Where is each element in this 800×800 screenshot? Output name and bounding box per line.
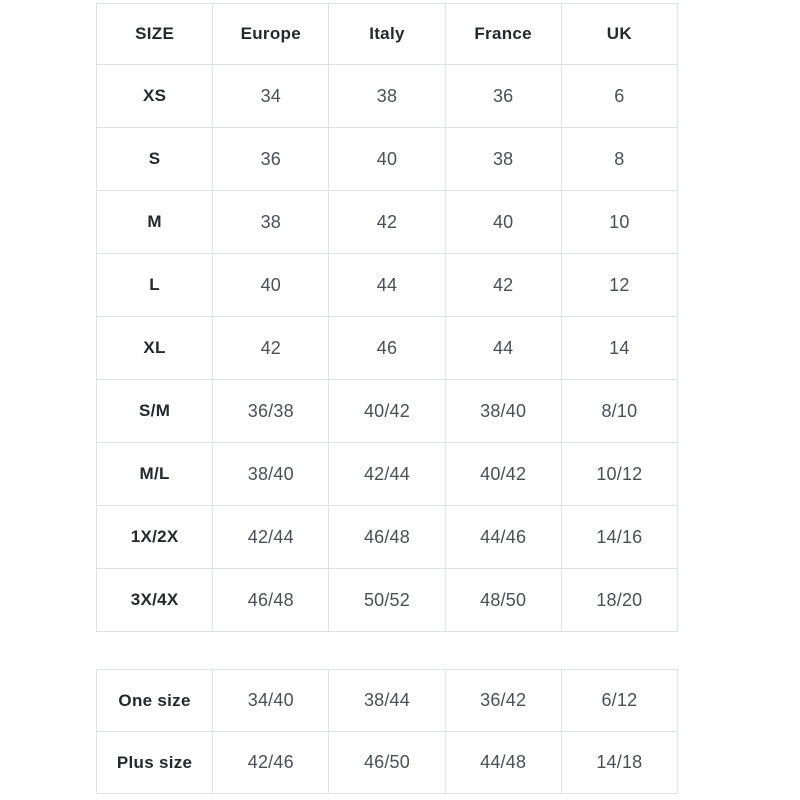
italy-value-cell: 46/50 (328, 731, 446, 794)
france-value-cell: 40/42 (444, 442, 562, 506)
europe-value-cell: 36 (212, 127, 330, 191)
header-row: SIZE Europe Italy France UK (95, 3, 679, 65)
europe-value-cell: 34/40 (212, 669, 330, 732)
france-value-cell: 36/42 (444, 669, 562, 732)
table-row: 1X/2X 42/44 46/48 44/46 14/16 (95, 505, 679, 569)
size-label-cell: S/M (95, 379, 214, 443)
column-header-uk: UK (560, 3, 679, 65)
column-header-europe: Europe (212, 3, 330, 65)
uk-value-cell: 14 (560, 316, 679, 380)
europe-value-cell: 34 (212, 64, 330, 128)
size-label-cell: XS (95, 64, 214, 128)
france-value-cell: 38 (444, 127, 562, 191)
italy-value-cell: 42 (328, 190, 446, 254)
italy-value-cell: 40 (328, 127, 446, 191)
special-sizes-table: One size 34/40 38/44 36/42 6/12 Plus siz… (95, 669, 679, 794)
size-label-cell: One size (95, 669, 214, 732)
uk-value-cell: 10 (560, 190, 679, 254)
europe-value-cell: 42/44 (212, 505, 330, 569)
uk-value-cell: 10/12 (560, 442, 679, 506)
size-label-cell: Plus size (95, 731, 214, 794)
size-label-cell: M/L (95, 442, 214, 506)
size-guide: SIZE Europe Italy France UK XS 34 38 36 … (95, 0, 679, 794)
size-label-cell: XL (95, 316, 214, 380)
france-value-cell: 44/48 (444, 731, 562, 794)
table-row: XL 42 46 44 14 (95, 316, 679, 380)
size-label-cell: 3X/4X (95, 568, 214, 632)
france-value-cell: 44 (444, 316, 562, 380)
france-value-cell: 42 (444, 253, 562, 317)
france-value-cell: 48/50 (444, 568, 562, 632)
size-conversion-table: SIZE Europe Italy France UK XS 34 38 36 … (95, 3, 679, 632)
table-row: S/M 36/38 40/42 38/40 8/10 (95, 379, 679, 443)
table-row: Plus size 42/46 46/50 44/48 14/18 (95, 731, 679, 794)
table-row: S 36 40 38 8 (95, 127, 679, 191)
table-row: M/L 38/40 42/44 40/42 10/12 (95, 442, 679, 506)
uk-value-cell: 14/18 (560, 731, 679, 794)
france-value-cell: 44/46 (444, 505, 562, 569)
table-row: 3X/4X 46/48 50/52 48/50 18/20 (95, 568, 679, 632)
uk-value-cell: 14/16 (560, 505, 679, 569)
italy-value-cell: 40/42 (328, 379, 446, 443)
column-header-size: SIZE (95, 3, 214, 65)
europe-value-cell: 42/46 (212, 731, 330, 794)
europe-value-cell: 38/40 (212, 442, 330, 506)
table-row: L 40 44 42 12 (95, 253, 679, 317)
size-label-cell: L (95, 253, 214, 317)
table-row: M 38 42 40 10 (95, 190, 679, 254)
column-header-italy: Italy (328, 3, 446, 65)
europe-value-cell: 36/38 (212, 379, 330, 443)
france-value-cell: 36 (444, 64, 562, 128)
italy-value-cell: 42/44 (328, 442, 446, 506)
table-row: One size 34/40 38/44 36/42 6/12 (95, 669, 679, 732)
italy-value-cell: 46/48 (328, 505, 446, 569)
uk-value-cell: 8 (560, 127, 679, 191)
italy-value-cell: 50/52 (328, 568, 446, 632)
france-value-cell: 40 (444, 190, 562, 254)
italy-value-cell: 38 (328, 64, 446, 128)
italy-value-cell: 46 (328, 316, 446, 380)
europe-value-cell: 38 (212, 190, 330, 254)
column-header-france: France (444, 3, 562, 65)
table-row: XS 34 38 36 6 (95, 64, 679, 128)
uk-value-cell: 12 (560, 253, 679, 317)
uk-value-cell: 8/10 (560, 379, 679, 443)
europe-value-cell: 40 (212, 253, 330, 317)
europe-value-cell: 42 (212, 316, 330, 380)
italy-value-cell: 38/44 (328, 669, 446, 732)
size-label-cell: M (95, 190, 214, 254)
uk-value-cell: 18/20 (560, 568, 679, 632)
france-value-cell: 38/40 (444, 379, 562, 443)
uk-value-cell: 6 (560, 64, 679, 128)
uk-value-cell: 6/12 (560, 669, 679, 732)
size-label-cell: S (95, 127, 214, 191)
europe-value-cell: 46/48 (212, 568, 330, 632)
italy-value-cell: 44 (328, 253, 446, 317)
size-label-cell: 1X/2X (95, 505, 214, 569)
